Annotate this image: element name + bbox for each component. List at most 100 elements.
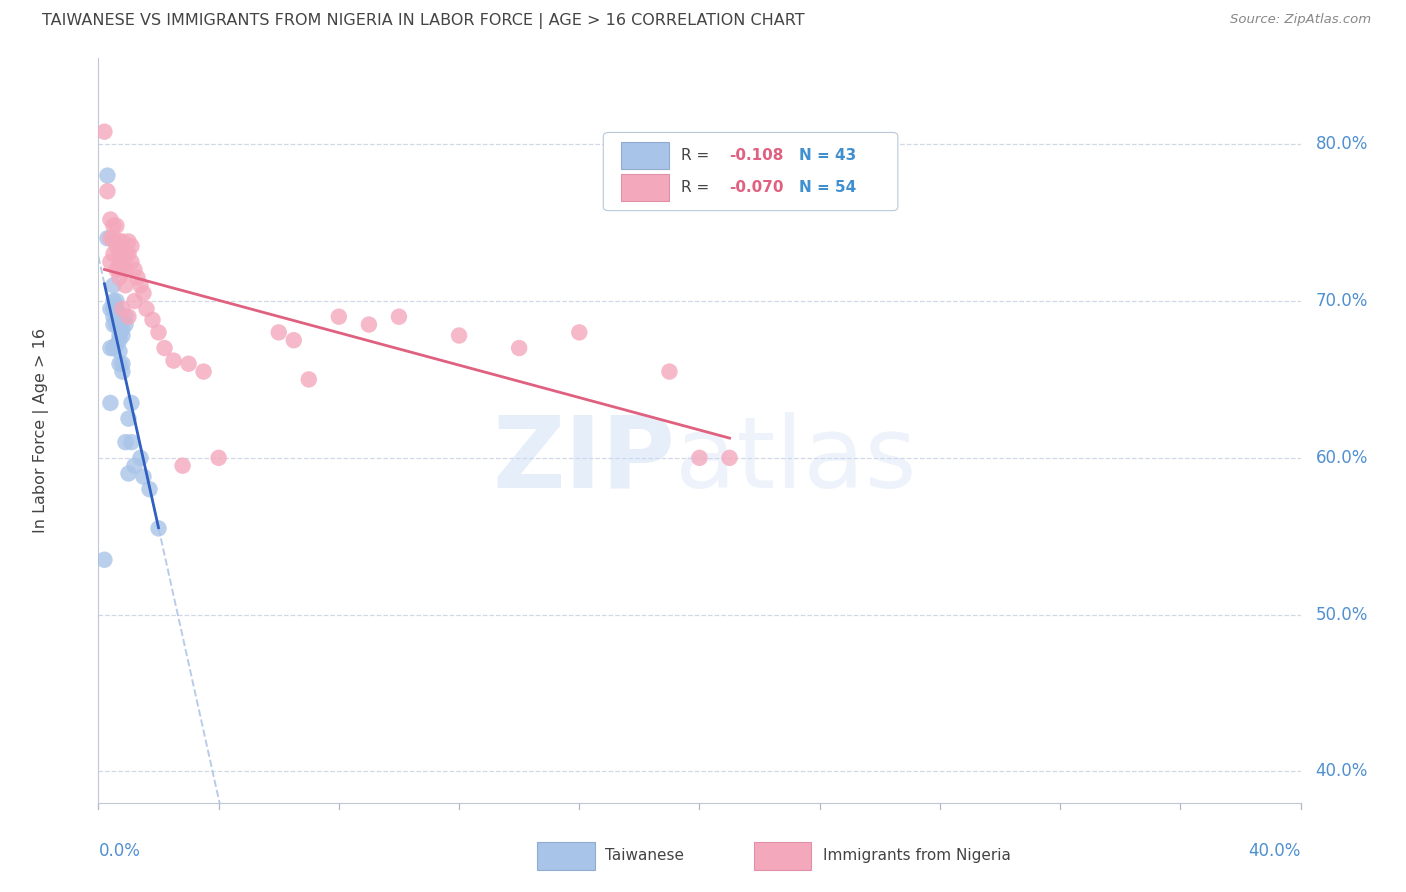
Point [114,318,136,332]
Text: Source: ZipAtlas.com: Source: ZipAtlas.com [1230,13,1371,27]
Text: TAIWANESE VS IMMIGRANTS FROM NIGERIA IN LABOR FORCE | AGE > 16 CORRELATION CHART: TAIWANESE VS IMMIGRANTS FROM NIGERIA IN … [42,13,804,29]
Point [117,411,139,425]
Point [100,231,122,245]
Point [114,262,136,277]
Point [103,293,125,308]
Point [108,357,131,371]
Point [114,278,136,293]
Point [108,328,131,343]
Point [103,219,125,233]
Text: atlas: atlas [675,412,917,508]
Point [103,247,125,261]
FancyBboxPatch shape [603,132,898,211]
Point [96,169,118,183]
Point [103,301,125,316]
Point [117,235,139,249]
Text: Taiwanese: Taiwanese [605,848,683,863]
Point [111,365,134,379]
Point [105,338,128,352]
Point [283,333,305,347]
Point [111,255,134,269]
Point [100,212,122,227]
Point [117,467,139,481]
Point [103,310,125,324]
Text: R =: R = [682,180,710,195]
Point [108,235,131,249]
Point [141,313,163,327]
Point [114,247,136,261]
Point [103,231,125,245]
Point [108,247,131,261]
Point [121,396,143,410]
Point [658,365,681,379]
Text: N = 54: N = 54 [799,180,856,195]
Point [117,247,139,261]
Point [105,219,128,233]
Point [718,450,741,465]
Bar [537,841,595,870]
Text: ZIP: ZIP [492,412,675,508]
Point [153,341,176,355]
Point [100,396,122,410]
Point [688,450,710,465]
Point [108,333,131,347]
Point [100,255,122,269]
Point [105,307,128,321]
Point [93,553,115,567]
Point [111,357,134,371]
Text: N = 43: N = 43 [799,148,856,163]
Point [328,310,350,324]
Point [148,521,170,535]
Point [108,307,131,321]
Point [121,255,143,269]
Text: 0.0%: 0.0% [98,842,141,860]
Point [108,313,131,327]
Point [114,310,136,324]
Point [162,353,184,368]
Point [124,262,146,277]
Point [148,326,170,340]
Point [298,372,321,386]
Point [103,301,125,316]
Text: 80.0%: 80.0% [1316,136,1368,153]
Point [357,318,380,332]
Point [124,293,146,308]
Text: 40.0%: 40.0% [1249,842,1301,860]
Point [111,247,134,261]
Point [117,310,139,324]
Point [108,344,131,359]
Point [447,328,470,343]
Point [388,310,411,324]
Point [111,301,134,316]
Text: 50.0%: 50.0% [1316,606,1368,624]
Point [508,341,530,355]
Point [193,365,215,379]
Point [172,458,194,473]
Text: R =: R = [682,148,710,163]
Point [124,458,146,473]
Point [129,450,152,465]
Point [135,301,157,316]
Point [121,239,143,253]
Point [121,435,143,450]
Point [177,357,200,371]
Point [105,262,128,277]
Point [114,435,136,450]
Text: In Labor Force | Age > 16: In Labor Force | Age > 16 [32,328,49,533]
Point [96,231,118,245]
Point [568,326,591,340]
Point [103,318,125,332]
Text: 70.0%: 70.0% [1316,292,1368,310]
Point [111,328,134,343]
Text: 40.0%: 40.0% [1316,763,1368,780]
Point [105,313,128,327]
Text: -0.070: -0.070 [730,180,785,195]
Point [100,301,122,316]
Point [132,286,155,301]
Point [108,255,131,269]
Bar [754,841,811,870]
Point [105,239,128,253]
Bar [621,175,669,202]
Point [108,262,131,277]
Point [100,341,122,355]
